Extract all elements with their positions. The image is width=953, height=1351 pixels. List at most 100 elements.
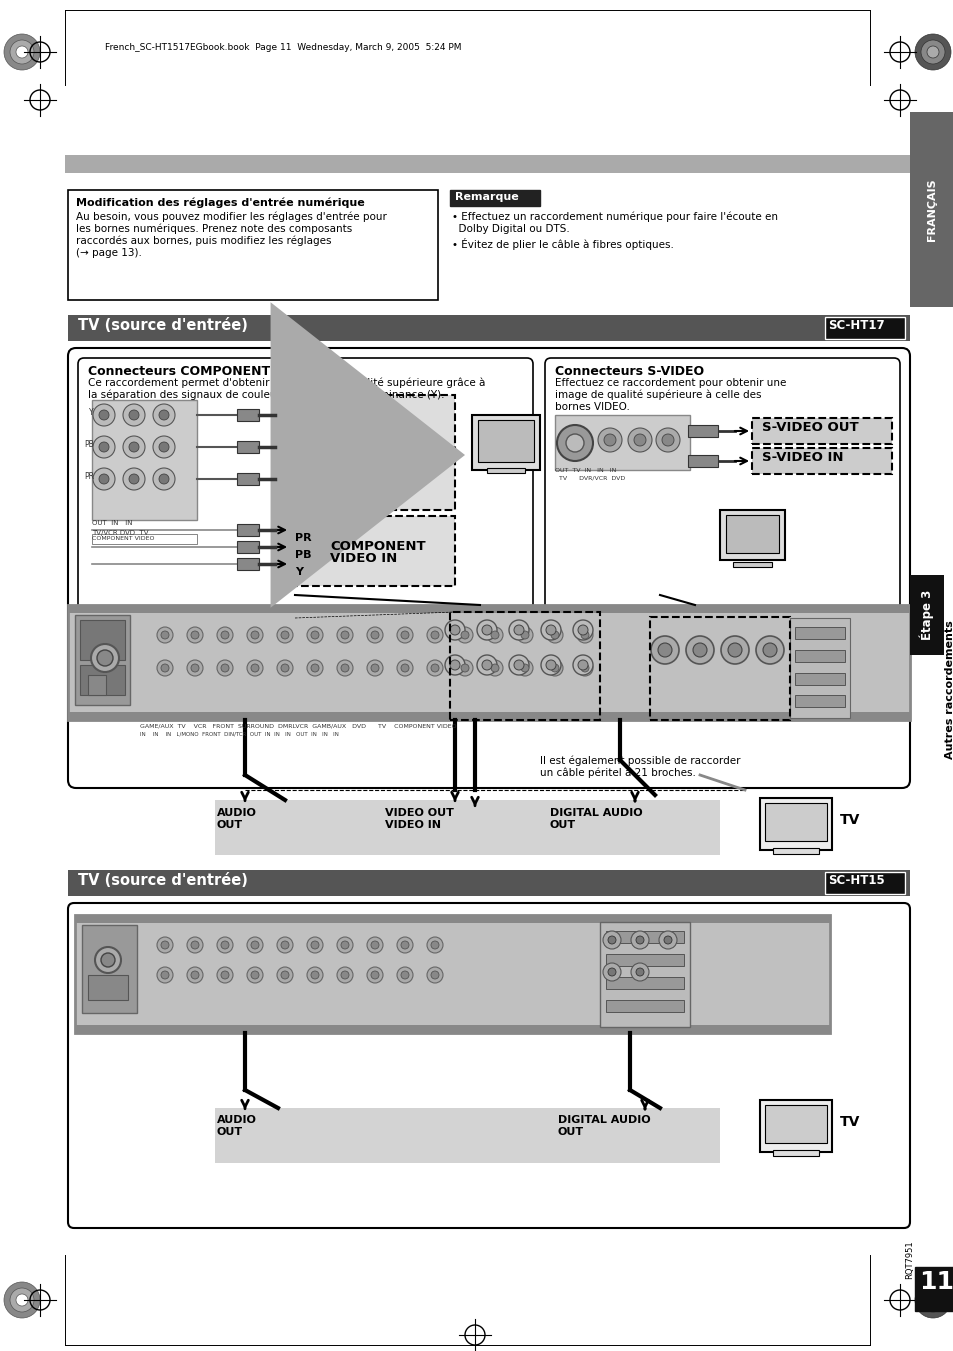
Text: OUT: OUT — [558, 1127, 583, 1138]
Circle shape — [514, 626, 523, 635]
Circle shape — [427, 938, 442, 952]
Circle shape — [396, 661, 413, 676]
Circle shape — [509, 655, 529, 676]
Circle shape — [251, 971, 258, 979]
Circle shape — [692, 643, 706, 657]
Text: image de qualité supérieure à celle des: image de qualité supérieure à celle des — [555, 390, 760, 400]
Bar — [687, 455, 718, 467]
Circle shape — [926, 46, 938, 58]
Text: FRANÇAIS: FRANÇAIS — [926, 178, 936, 242]
Circle shape — [281, 971, 289, 979]
Bar — [824, 871, 904, 894]
Text: Connecteurs S-VIDEO: Connecteurs S-VIDEO — [555, 365, 703, 378]
Circle shape — [431, 942, 438, 948]
Circle shape — [281, 942, 289, 948]
Bar — [214, 800, 720, 855]
Circle shape — [476, 620, 497, 640]
Text: S-VIDEO IN: S-VIDEO IN — [761, 451, 842, 463]
Circle shape — [486, 627, 502, 643]
Bar — [605, 931, 683, 943]
Bar — [65, 155, 909, 173]
Circle shape — [367, 627, 382, 643]
Circle shape — [720, 636, 748, 663]
Bar — [794, 694, 844, 707]
Text: OUT: OUT — [216, 820, 243, 830]
Circle shape — [914, 1282, 950, 1319]
Circle shape — [427, 967, 442, 984]
Circle shape — [152, 436, 174, 458]
Bar — [68, 315, 909, 340]
Circle shape — [221, 971, 229, 979]
Circle shape — [191, 942, 199, 948]
Circle shape — [396, 967, 413, 984]
Text: Effectuez ce raccordement pour obtenir une: Effectuez ce raccordement pour obtenir u… — [555, 378, 785, 388]
Text: OUT: OUT — [550, 820, 576, 830]
Circle shape — [630, 963, 648, 981]
Bar — [555, 415, 689, 470]
Circle shape — [545, 626, 556, 635]
Circle shape — [247, 967, 263, 984]
Circle shape — [491, 663, 498, 671]
Circle shape — [658, 643, 671, 657]
FancyBboxPatch shape — [78, 358, 533, 628]
Bar — [486, 467, 524, 473]
Text: French_SC-HT1517EGbook.book  Page 11  Wednesday, March 9, 2005  5:24 PM: French_SC-HT1517EGbook.book Page 11 Wedn… — [105, 43, 461, 51]
Circle shape — [603, 434, 616, 446]
Circle shape — [546, 627, 562, 643]
Bar — [772, 848, 818, 854]
Bar — [764, 802, 826, 842]
Circle shape — [311, 663, 318, 671]
Circle shape — [663, 936, 671, 944]
Circle shape — [129, 409, 139, 420]
Bar — [450, 612, 599, 720]
Circle shape — [101, 952, 115, 967]
Circle shape — [99, 442, 109, 453]
Circle shape — [540, 620, 560, 640]
Text: 11: 11 — [919, 1270, 953, 1294]
Text: (→ page 13).: (→ page 13). — [76, 249, 142, 258]
Circle shape — [926, 1294, 938, 1306]
Text: VIDEO IN: VIDEO IN — [385, 820, 440, 830]
Circle shape — [578, 661, 587, 670]
Bar — [605, 954, 683, 966]
Circle shape — [251, 631, 258, 639]
Circle shape — [92, 404, 115, 426]
Bar — [605, 1000, 683, 1012]
Circle shape — [598, 428, 621, 453]
Circle shape — [444, 620, 464, 640]
Text: la séparation des signaux de couleur (PB et PR) et de luminance (Y).: la séparation des signaux de couleur (PB… — [88, 390, 444, 400]
Bar — [82, 925, 137, 1013]
Bar — [68, 870, 909, 896]
Text: PR: PR — [314, 462, 332, 471]
Circle shape — [251, 942, 258, 948]
Circle shape — [578, 626, 587, 635]
Circle shape — [577, 661, 593, 676]
Circle shape — [476, 655, 497, 676]
Circle shape — [627, 428, 651, 453]
Circle shape — [573, 620, 593, 640]
Circle shape — [551, 663, 558, 671]
Text: DIGITAL AUDIO: DIGITAL AUDIO — [550, 808, 642, 817]
FancyBboxPatch shape — [68, 902, 909, 1228]
Circle shape — [276, 661, 293, 676]
Circle shape — [216, 661, 233, 676]
Bar — [80, 620, 125, 661]
Circle shape — [123, 467, 145, 490]
Circle shape — [157, 661, 172, 676]
Circle shape — [456, 661, 473, 676]
Text: • Évitez de plier le câble à fibres optiques.: • Évitez de plier le câble à fibres opti… — [452, 238, 673, 250]
Circle shape — [340, 631, 349, 639]
Circle shape — [10, 41, 34, 63]
Circle shape — [427, 627, 442, 643]
Bar — [909, 576, 943, 655]
Circle shape — [91, 644, 119, 671]
Circle shape — [520, 631, 529, 639]
Circle shape — [159, 474, 169, 484]
Circle shape — [99, 474, 109, 484]
Circle shape — [630, 931, 648, 948]
Bar — [760, 798, 831, 850]
Circle shape — [161, 971, 169, 979]
Circle shape — [396, 938, 413, 952]
Bar — [88, 975, 128, 1000]
Circle shape — [400, 971, 409, 979]
